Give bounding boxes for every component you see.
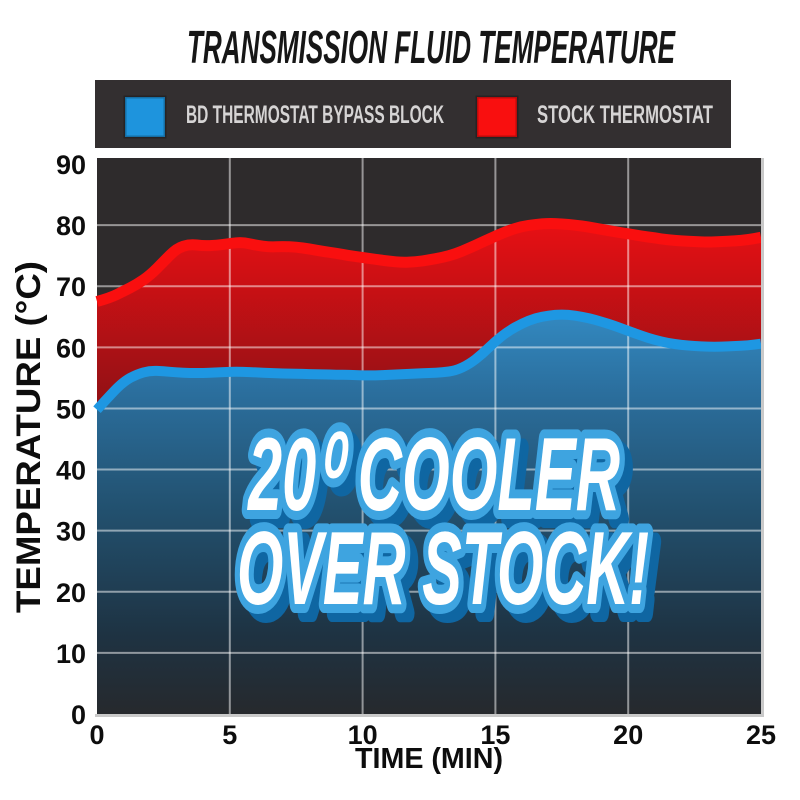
tick-label: 40: [56, 456, 86, 486]
legend-swatch-bd-thermostat: [123, 95, 167, 139]
tick-label: 60: [56, 333, 86, 363]
y-axis-tick-labels: 0 10 20 30 40 50 60 70 80 90: [56, 150, 86, 730]
plot-area: [93, 158, 764, 717]
tick-label: 0: [89, 720, 104, 750]
stock-thermostat-line: [95, 218, 763, 307]
tick-label: 50: [56, 394, 86, 424]
annotation-line2-shadow: OVER STOCK!: [245, 520, 657, 636]
tick-label: 25: [746, 720, 776, 750]
legend-label-bd-thermostat: BD THERMOSTAT BYPASS BLOCK: [186, 101, 444, 129]
tick-label: 15: [480, 720, 510, 750]
bd-thermostat-line: [93, 309, 762, 414]
y-axis-title: TEMPERATURE (°C): [10, 261, 48, 613]
legend-swatch-stock-thermostat: [475, 95, 519, 139]
annotation-line2: OVER STOCK!: [237, 511, 649, 627]
legend-background: [95, 80, 731, 148]
tick-label: 0: [71, 700, 86, 730]
legend: BD THERMOSTAT BYPASS BLOCK STOCK THERMOS…: [95, 80, 731, 148]
tick-label: 10: [348, 720, 378, 750]
tick-label: 70: [56, 272, 86, 302]
annotation-20-cooler: 20⁰ COOLER OVER STOCK! 20⁰ COOLER OVER S…: [228, 408, 666, 645]
tick-label: 80: [56, 211, 86, 241]
annotation-line1-shadow: 20⁰ COOLER: [255, 426, 628, 542]
x-axis-tick-labels: 0 5 10 15 20 25: [89, 720, 776, 750]
legend-label-stock-thermostat: STOCK THERMOSTAT: [537, 101, 713, 129]
x-axis-title: TIME (MIN): [355, 743, 503, 775]
bd-thermostat-area: [97, 314, 761, 714]
tick-label: 20: [56, 578, 86, 608]
tick-label: 10: [56, 639, 86, 669]
tick-label: 90: [56, 150, 86, 180]
annotation-line1: 20⁰ COOLER: [247, 417, 620, 533]
tick-label: 5: [222, 720, 237, 750]
tick-label: 20: [613, 720, 643, 750]
tick-label: 30: [56, 517, 86, 547]
chart-title: TRANSMISSION FLUID TEMPERATURE: [187, 21, 676, 73]
gridlines: [97, 158, 761, 714]
